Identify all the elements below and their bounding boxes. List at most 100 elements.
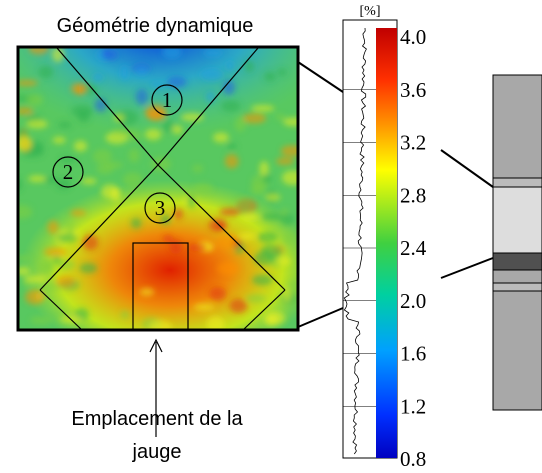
- map-blob: [92, 148, 112, 164]
- map-blob: [193, 182, 213, 194]
- map-blob: [28, 175, 46, 183]
- map-blob: [283, 117, 298, 127]
- colorbar-tick-label: 3.6: [400, 78, 426, 102]
- colorbar-tick-label: 2.8: [400, 183, 426, 207]
- map-blob: [222, 80, 236, 95]
- map-blob: [251, 274, 273, 286]
- map-blob: [94, 98, 107, 113]
- gauge-label: jauge: [132, 441, 182, 463]
- map-blob: [257, 231, 278, 243]
- map-blob: [229, 298, 248, 314]
- map-blob: [135, 89, 149, 105]
- map-blob: [29, 316, 53, 325]
- map-blob: [226, 142, 237, 150]
- colorbar-tick-label: 0.8: [400, 447, 426, 471]
- gauge-label: Emplacement de la: [71, 408, 243, 430]
- map-blob: [265, 311, 286, 325]
- map-blob: [224, 154, 239, 169]
- map-blob: [145, 128, 162, 141]
- map-blob: [188, 243, 208, 252]
- map-blob: [281, 170, 298, 186]
- map-blob: [283, 287, 292, 302]
- map-blob: [96, 163, 114, 175]
- map-blob: [24, 275, 48, 283]
- map-blob: [250, 104, 275, 112]
- connectors: [297, 61, 494, 328]
- profile: [343, 27, 367, 455]
- map-blob: [55, 275, 75, 288]
- map-blob: [58, 121, 72, 129]
- map-blob: [71, 104, 94, 118]
- map-blob: [166, 76, 187, 88]
- map-blob: [283, 231, 295, 246]
- map-blob: [70, 209, 87, 217]
- map-blob: [79, 262, 98, 274]
- map-blob: [162, 47, 182, 59]
- map-blob: [139, 287, 155, 297]
- colorbar-tick-label: 2.0: [400, 289, 426, 313]
- map-blob: [275, 113, 286, 120]
- strain-map: [18, 47, 298, 330]
- region-label: 3: [155, 196, 166, 220]
- map-blob: [169, 239, 183, 255]
- map-blob: [203, 49, 223, 58]
- map-blob: [254, 251, 275, 266]
- map-blob: [56, 233, 78, 243]
- map-blob: [287, 279, 298, 295]
- map-blob: [65, 222, 76, 236]
- map-blob: [120, 310, 130, 319]
- map-blob: [212, 132, 229, 143]
- map-blob: [225, 60, 234, 72]
- map-blob: [18, 255, 31, 262]
- map-blob: [280, 145, 298, 157]
- zones: [39, 47, 286, 331]
- map-blob: [244, 60, 255, 73]
- map-blob: [146, 109, 166, 121]
- map-blob: [26, 119, 48, 129]
- map-blob: [241, 213, 260, 221]
- map-blob: [261, 212, 283, 221]
- colorbar-tick-label: 2.4: [400, 236, 427, 260]
- map-blob: [187, 194, 196, 208]
- map-blob: [172, 125, 183, 135]
- map-blob: [162, 234, 174, 243]
- map-blob: [245, 294, 267, 303]
- map-blob: [180, 112, 204, 122]
- colorbar-tick-label: 4.0: [400, 25, 426, 49]
- map-blob: [276, 157, 295, 165]
- map-blob: [149, 320, 173, 330]
- map-blob: [56, 260, 76, 270]
- map-blob: [70, 82, 88, 95]
- region-label: 1: [162, 88, 173, 112]
- map-blob: [28, 47, 49, 55]
- map-blob: [122, 172, 143, 188]
- map-blob: [128, 148, 140, 163]
- map-blob: [18, 135, 32, 152]
- map-blob: [280, 213, 294, 226]
- map-blob: [200, 68, 224, 81]
- map-blob: [18, 266, 31, 276]
- map-blob: [135, 67, 148, 76]
- map-blob: [102, 49, 119, 61]
- map-blob: [209, 287, 227, 301]
- map-blob: [205, 91, 216, 103]
- map-blob: [264, 194, 281, 201]
- map-blob: [43, 247, 68, 257]
- map-blob: [18, 107, 34, 115]
- map-blob: [277, 68, 287, 77]
- colorbar-tick-label: 3.2: [400, 131, 426, 155]
- map-blob: [47, 220, 59, 235]
- region-label: 2: [63, 160, 74, 184]
- colorbar-tick-label: 1.2: [400, 394, 426, 418]
- map-blob: [242, 113, 267, 124]
- map-blob: [18, 204, 33, 219]
- map-blob: [237, 232, 256, 240]
- map-blob: [219, 207, 242, 217]
- specimen: [492, 74, 542, 411]
- map-blob: [217, 261, 240, 276]
- map-blob: [120, 64, 129, 81]
- map-blob: [192, 164, 204, 173]
- colorbar-tick-label: 1.6: [400, 342, 426, 366]
- map-blob: [277, 256, 291, 266]
